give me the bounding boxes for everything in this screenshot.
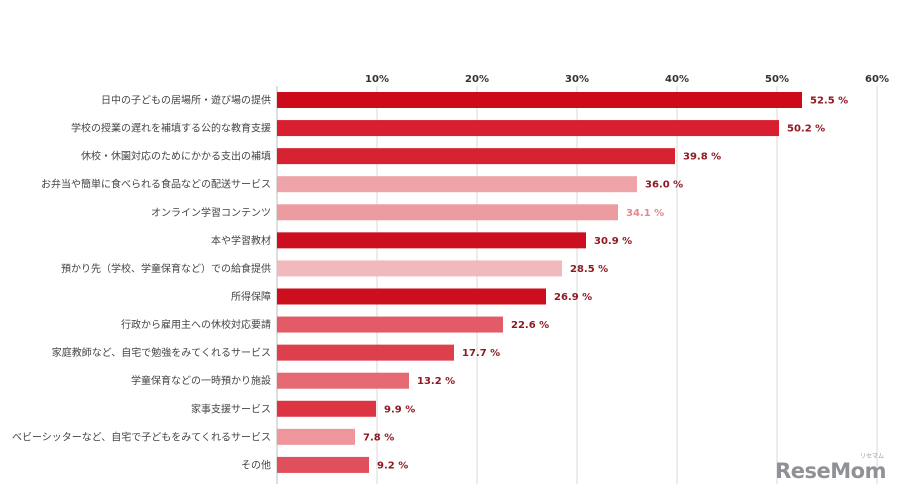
data-label: 30.9 %: [594, 236, 632, 247]
data-label: 52.5 %: [810, 96, 848, 107]
x-tick-label: 10%: [365, 74, 389, 85]
bar: [277, 92, 802, 108]
category-labels: 日中の子どもの居場所・遊び場の提供学校の授業の遅れを補填する公的な教育支援休校・…: [12, 94, 271, 472]
value-labels: 52.5 % 50.2 % 39.8 % 36.0 % 34.1 % 30.9 % 28.5…: [363, 96, 848, 472]
bar: [277, 176, 637, 193]
category-label: その他: [241, 458, 271, 471]
x-axis-ticks: 10% 20% 30% 40% 50% 60%: [365, 74, 889, 85]
data-label: 26.9 %: [554, 292, 592, 303]
category-label: 休校・休園対応のためにかかる支出の補填: [81, 150, 271, 163]
grid-lines: [276, 86, 878, 484]
resemom-logo: リセマム ReseMom: [775, 453, 886, 483]
category-label: 家事支援サービス: [191, 402, 271, 415]
data-label: 39.8 %: [683, 152, 721, 163]
x-tick-label: 50%: [765, 74, 789, 85]
bar: [277, 148, 675, 165]
bar: [277, 428, 355, 445]
bars: [277, 92, 802, 473]
data-label: 28.5 %: [570, 264, 608, 275]
data-label: 17.7 %: [462, 348, 500, 359]
data-label: 50.2 %: [787, 124, 825, 135]
category-label: 学校の授業の遅れを補填する公的な教育支援: [71, 122, 271, 135]
data-label: 9.9 %: [384, 404, 415, 415]
category-label: 預かり先（学校、学童保育など）での給食提供: [61, 262, 271, 275]
data-label: 34.1 %: [626, 208, 664, 219]
category-label: オンライン学習コンテンツ: [151, 206, 271, 219]
logo-text: ReseMom: [775, 459, 886, 483]
bar: [277, 400, 376, 417]
bar: [277, 456, 369, 473]
category-label: 所得保障: [231, 290, 271, 303]
category-label: 行政から雇用主への休校対応要請: [121, 318, 271, 331]
bar: [277, 232, 586, 249]
bar: [277, 288, 546, 305]
data-label: 36.0 %: [645, 180, 683, 191]
category-label: 日中の子どもの居場所・遊び場の提供: [101, 94, 271, 107]
bar: [277, 344, 454, 361]
category-label: 家庭教師など、自宅で勉強をみてくれるサービス: [52, 346, 271, 359]
data-label: 22.6 %: [511, 320, 549, 331]
category-label: 本や学習教材: [211, 234, 271, 247]
bar: [277, 316, 503, 333]
logo-subtext: リセマム: [859, 453, 884, 460]
x-tick-label: 40%: [665, 74, 689, 85]
x-tick-label: 30%: [565, 74, 589, 85]
bar: [277, 120, 779, 137]
x-tick-label: 20%: [465, 74, 489, 85]
category-label: 学童保育などの一時預かり施設: [131, 374, 271, 387]
data-label: 7.8 %: [363, 432, 394, 443]
x-tick-label: 60%: [865, 74, 889, 85]
category-label: ベビーシッターなど、自宅で子どもをみてくれるサービス: [12, 430, 271, 443]
bar: [277, 260, 562, 277]
bar: [277, 204, 618, 221]
category-label: お弁当や簡単に食べられる食品などの配送サービス: [41, 178, 271, 191]
data-label: 13.2 %: [417, 376, 455, 387]
data-label: 9.2 %: [377, 460, 408, 471]
bar: [277, 372, 409, 389]
